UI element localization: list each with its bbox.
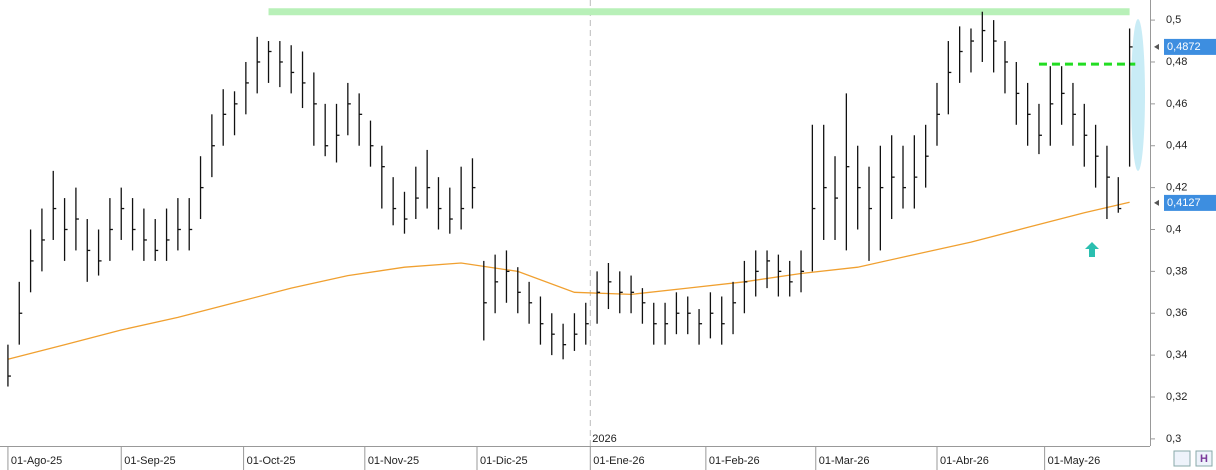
moving-average	[7, 201, 1130, 360]
price-label: 0,4872	[1167, 41, 1201, 53]
price-label-box	[1164, 194, 1216, 211]
highlight-ellipse	[1131, 19, 1145, 171]
tool-icon[interactable]	[1195, 450, 1213, 467]
y-tick-label: 0,36	[1166, 307, 1187, 319]
y-tick-label: 0,46	[1166, 98, 1187, 110]
price-pointer	[1154, 199, 1159, 206]
up-arrow	[1085, 242, 1099, 257]
x-tick-label: 01-Sep-25	[124, 455, 175, 467]
y-tick-label: 0,34	[1166, 349, 1187, 361]
tool-icon-glyph: H	[1200, 453, 1208, 465]
year-label: 2026	[592, 433, 616, 445]
x-tick-label: 01-Oct-25	[247, 455, 296, 467]
x-tick-label: 01-Feb-26	[709, 455, 760, 467]
y-tick-label: 0,44	[1166, 140, 1187, 152]
x-tick-label: 01-Nov-25	[368, 455, 419, 467]
price-pointer	[1154, 43, 1159, 50]
y-tick-label: 0,3	[1166, 433, 1181, 445]
x-tick-label: 01-Mar-26	[819, 455, 870, 467]
y-tick-label: 0,48	[1166, 56, 1187, 68]
x-tick-label: 01-May-26	[1048, 455, 1101, 467]
y-tick-label: 0,42	[1166, 182, 1187, 194]
price-label: 0,4127	[1167, 197, 1201, 209]
tool-icon[interactable]	[1173, 450, 1191, 467]
price-label-box	[1164, 38, 1216, 55]
y-tick-label: 0,4	[1166, 223, 1181, 235]
x-tick-label: 01-Abr-26	[940, 455, 989, 467]
plot: 0,3 0,32 0,34 0,36 0,38 0,4 0,42 0,44 0,46 0,48 0,…	[7, 0, 1216, 470]
x-tick-label: 01-Ene-26	[593, 455, 644, 467]
y-tick-label: 0,5	[1166, 14, 1181, 26]
y-tick-label: 0,32	[1166, 391, 1187, 403]
x-tick-label: 01-Ago-25	[11, 455, 62, 467]
y-tick-label: 0,38	[1166, 265, 1187, 277]
x-tick-label: 01-Dic-25	[480, 455, 528, 467]
